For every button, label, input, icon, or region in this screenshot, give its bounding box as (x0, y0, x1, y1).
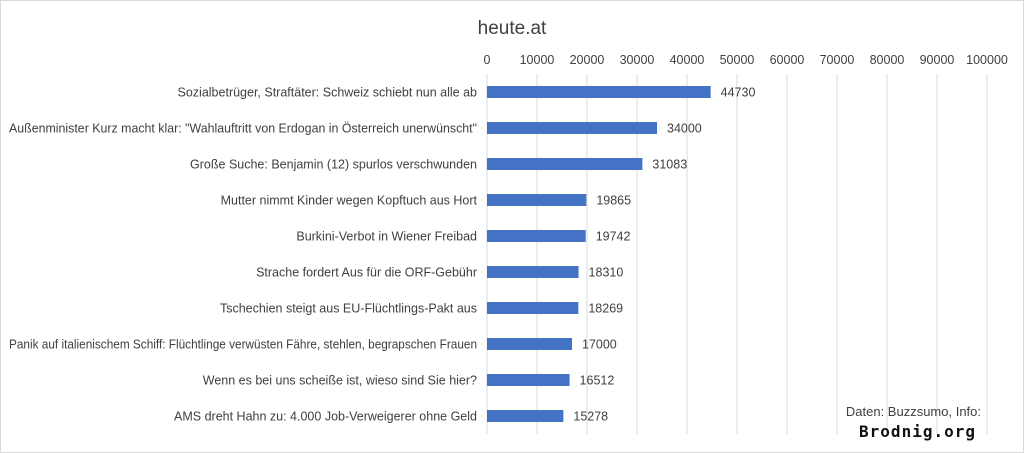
x-tick-label: 40000 (670, 53, 705, 67)
bar (487, 266, 579, 278)
bar (487, 122, 657, 134)
bar (487, 302, 579, 314)
x-tick-label: 30000 (620, 53, 655, 67)
data-label: 34000 (667, 122, 702, 136)
category-label: Burkini-Verbot in Wiener Freibad (296, 230, 477, 244)
data-label: 31083 (652, 158, 687, 172)
bar (487, 374, 570, 386)
x-tick-label: 60000 (770, 53, 805, 67)
credit-brand: Brodnig.org (859, 422, 976, 441)
data-label: 19865 (596, 194, 631, 208)
credit-source: Daten: Buzzsumo, Info: (846, 404, 981, 419)
data-label: 17000 (582, 338, 617, 352)
data-label: 44730 (721, 86, 756, 100)
category-label: AMS dreht Hahn zu: 4.000 Job-Verweigerer… (174, 410, 477, 424)
bar (487, 86, 711, 98)
category-label: Panik auf italienischem Schiff: Flüchtli… (9, 338, 477, 352)
data-label: 16512 (580, 374, 615, 388)
x-tick-label: 70000 (820, 53, 855, 67)
category-label: Große Suche: Benjamin (12) spurlos versc… (190, 158, 477, 172)
data-label: 19742 (596, 230, 631, 244)
chart-title: heute.at (478, 18, 547, 39)
x-tick-label: 10000 (520, 53, 555, 67)
category-label: Tschechien steigt aus EU-Flüchtlings-Pak… (220, 302, 477, 316)
bar (487, 158, 643, 170)
category-label: Strache fordert Aus für die ORF-Gebühr (256, 266, 477, 280)
x-tick-label: 80000 (870, 53, 905, 67)
bars (487, 86, 711, 422)
bar (487, 338, 572, 350)
category-label: Mutter nimmt Kinder wegen Kopftuch aus H… (221, 194, 478, 208)
data-label: 18310 (589, 266, 624, 280)
x-tick-label: 0 (484, 53, 491, 67)
category-label: Außenminister Kurz macht klar: "Wahlauft… (9, 122, 477, 136)
bar (487, 194, 587, 206)
category-label: Wenn es bei uns scheiße ist, wieso sind … (203, 374, 477, 388)
x-tick-label: 90000 (920, 53, 955, 67)
bar (487, 410, 564, 422)
x-axis-ticks: 0 10000 20000 30000 40000 50000 60000 70000 8000… (484, 53, 1008, 67)
data-label: 15278 (573, 410, 608, 424)
bar (487, 230, 586, 242)
x-tick-label: 50000 (720, 53, 755, 67)
category-label: Sozialbetrüger, Straftäter: Schweiz schi… (178, 86, 478, 100)
data-labels: 44730 34000 31083 19865 19742 18310 18269 17000… (573, 86, 755, 424)
category-labels: Sozialbetrüger, Straftäter: Schweiz schi… (9, 86, 478, 424)
x-tick-label: 20000 (570, 53, 605, 67)
data-label: 18269 (588, 302, 623, 316)
x-tick-label: 100000 (966, 53, 1008, 67)
